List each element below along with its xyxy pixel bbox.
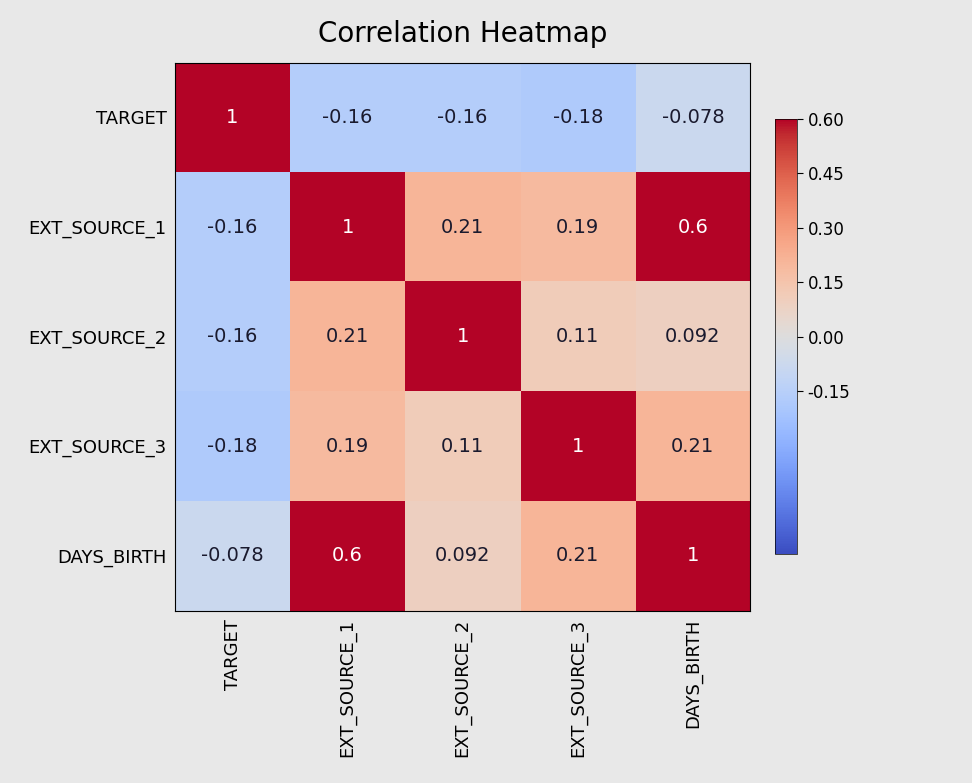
Text: 0.21: 0.21 xyxy=(326,327,369,346)
Title: Correlation Heatmap: Correlation Heatmap xyxy=(318,20,608,48)
Text: -0.18: -0.18 xyxy=(207,437,258,456)
Text: 0.21: 0.21 xyxy=(556,547,600,565)
Text: -0.16: -0.16 xyxy=(437,108,488,127)
Text: -0.18: -0.18 xyxy=(552,108,603,127)
Text: 0.6: 0.6 xyxy=(677,218,709,236)
Text: 0.092: 0.092 xyxy=(434,547,491,565)
Text: -0.078: -0.078 xyxy=(201,547,263,565)
Text: 1: 1 xyxy=(457,327,469,346)
Text: 1: 1 xyxy=(686,547,699,565)
Text: 1: 1 xyxy=(226,108,239,127)
Text: 1: 1 xyxy=(572,437,584,456)
Text: -0.16: -0.16 xyxy=(207,218,258,236)
Text: 0.19: 0.19 xyxy=(556,218,600,236)
Text: -0.078: -0.078 xyxy=(662,108,724,127)
Text: 1: 1 xyxy=(341,218,354,236)
Text: 0.11: 0.11 xyxy=(556,327,600,346)
Text: -0.16: -0.16 xyxy=(207,327,258,346)
Text: 0.19: 0.19 xyxy=(326,437,369,456)
Text: 0.21: 0.21 xyxy=(441,218,484,236)
Text: 0.11: 0.11 xyxy=(441,437,484,456)
Text: 0.21: 0.21 xyxy=(672,437,714,456)
Text: 0.092: 0.092 xyxy=(665,327,720,346)
Text: 0.6: 0.6 xyxy=(332,547,363,565)
Text: -0.16: -0.16 xyxy=(323,108,373,127)
